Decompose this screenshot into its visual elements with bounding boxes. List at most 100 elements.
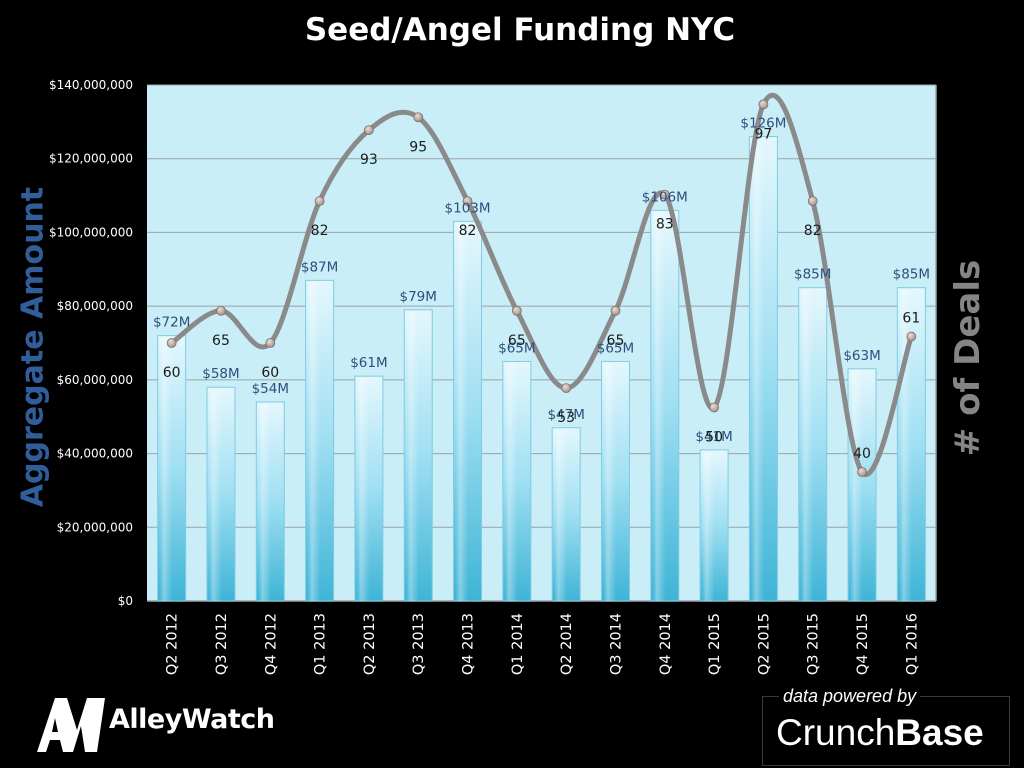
powered-by-label: data powered by — [779, 686, 921, 707]
x-tick-label: Q3 2014 — [608, 613, 624, 675]
crunchbase-logo: CrunchBase — [776, 712, 984, 754]
deals-marker — [265, 338, 276, 348]
x-tick-label: Q1 2013 — [313, 613, 329, 675]
x-tick-label: Q1 2015 — [707, 613, 723, 675]
deals-value-label: 83 — [656, 217, 674, 233]
deals-value-label: 53 — [557, 410, 575, 426]
y-tick-label: $40,000,000 — [57, 447, 133, 461]
deals-marker — [906, 331, 917, 342]
deals-value-label: 65 — [607, 333, 625, 349]
deals-value-label: 65 — [508, 333, 526, 349]
y-tick-label: $0 — [118, 594, 133, 608]
deals-marker — [413, 112, 424, 123]
x-tick-label: Q4 2014 — [658, 613, 674, 675]
deals-marker — [314, 196, 325, 207]
deals-marker — [610, 305, 621, 316]
bar-value-label: $47M — [547, 407, 584, 423]
deals-value-label: 61 — [902, 311, 920, 327]
deals-value-label: 93 — [360, 152, 378, 168]
bar-highlight — [307, 282, 321, 601]
bar-highlight — [603, 363, 617, 601]
bar-value-label: $65M — [597, 340, 634, 356]
bar-value-label: $65M — [498, 340, 535, 356]
bar-highlight — [504, 363, 518, 601]
deals-marker — [659, 189, 670, 200]
deals-marker — [462, 196, 473, 207]
bar-highlight — [751, 138, 765, 601]
y-tick-label: $120,000,000 — [49, 152, 133, 166]
bar-value-label: $103M — [445, 200, 491, 216]
bar-value-label: $85M — [794, 267, 831, 283]
bar-highlight — [702, 451, 715, 601]
bar-highlight — [258, 403, 271, 601]
x-tick-label: Q4 2012 — [263, 613, 279, 675]
bar-value-label: $54M — [252, 381, 289, 397]
deals-marker — [561, 383, 572, 394]
deals-value-label: 60 — [163, 365, 181, 381]
bar-value-label: $87M — [301, 259, 338, 275]
y2-axis-title: # of Deals — [948, 259, 988, 457]
y-tick-label: $140,000,000 — [49, 78, 133, 92]
x-tick-label: Q4 2015 — [855, 613, 871, 675]
y-tick-label: $60,000,000 — [57, 373, 133, 387]
bar-value-label: $58M — [202, 366, 239, 382]
x-tick-label: Q2 2014 — [559, 613, 575, 675]
chart-title: Seed/Angel Funding NYC — [304, 12, 736, 48]
y-tick-label: $80,000,000 — [57, 299, 133, 313]
deals-value-label: 40 — [853, 446, 871, 462]
deals-value-label: 95 — [409, 139, 427, 155]
deals-value-label: 97 — [754, 126, 772, 142]
bar-highlight — [356, 378, 370, 601]
crunchbase-logo-part2: Base — [895, 712, 984, 753]
bar-value-label: $85M — [893, 267, 930, 283]
deals-marker — [511, 305, 522, 316]
bar-value-label: $79M — [400, 289, 437, 305]
deals-value-label: 82 — [459, 223, 477, 239]
bar-value-label: $41M — [695, 429, 732, 445]
deals-marker — [364, 125, 374, 136]
deals-marker — [216, 305, 226, 316]
alleywatch-logo: AlleyWatch — [33, 690, 293, 756]
x-tick-label: Q4 2013 — [461, 613, 477, 675]
x-tick-label: Q1 2014 — [510, 613, 526, 675]
bar-value-label: $106M — [642, 189, 688, 205]
bar-value-label: $126M — [740, 116, 786, 132]
deals-value-label: 82 — [311, 223, 329, 239]
x-tick-label: Q2 2012 — [165, 613, 181, 675]
deals-value-label: 60 — [261, 365, 279, 381]
deals-marker — [166, 338, 177, 348]
bar-highlight — [455, 223, 469, 601]
y-tick-label: $100,000,000 — [49, 225, 133, 239]
bar-highlight — [800, 289, 814, 601]
x-tick-label: Q3 2012 — [214, 613, 230, 675]
bar-value-label: $63M — [843, 348, 880, 364]
bar-highlight — [159, 337, 173, 601]
x-tick-label: Q3 2015 — [806, 613, 822, 675]
deals-marker — [758, 99, 769, 110]
deals-value-label: 82 — [804, 223, 822, 239]
bar-highlight — [554, 429, 567, 601]
deals-marker — [857, 467, 867, 477]
bar-highlight — [652, 212, 666, 602]
crunchbase-logo-part1: Crunch — [776, 712, 896, 753]
deals-value-label: 50 — [705, 430, 723, 446]
bar-value-label: $61M — [350, 355, 387, 371]
bar-highlight — [850, 370, 863, 601]
deals-value-label: 65 — [212, 333, 230, 349]
alleywatch-logo-mark — [37, 698, 105, 752]
bar-highlight — [406, 311, 419, 601]
crunchbase-badge — [762, 696, 1010, 766]
x-tick-label: Q2 2013 — [362, 613, 378, 675]
alleywatch-logo-text: AlleyWatch — [109, 704, 275, 735]
y-tick-label: $20,000,000 — [57, 520, 133, 534]
x-tick-label: Q3 2013 — [411, 613, 427, 675]
x-tick-label: Q1 2016 — [904, 613, 920, 675]
deals-marker — [807, 196, 818, 207]
x-tick-label: Q2 2015 — [756, 613, 772, 675]
y-axis-title: Aggregate Amount — [15, 186, 51, 508]
bar-value-label: $72M — [153, 315, 190, 331]
deals-marker — [709, 402, 719, 413]
bar-highlight — [208, 389, 222, 601]
